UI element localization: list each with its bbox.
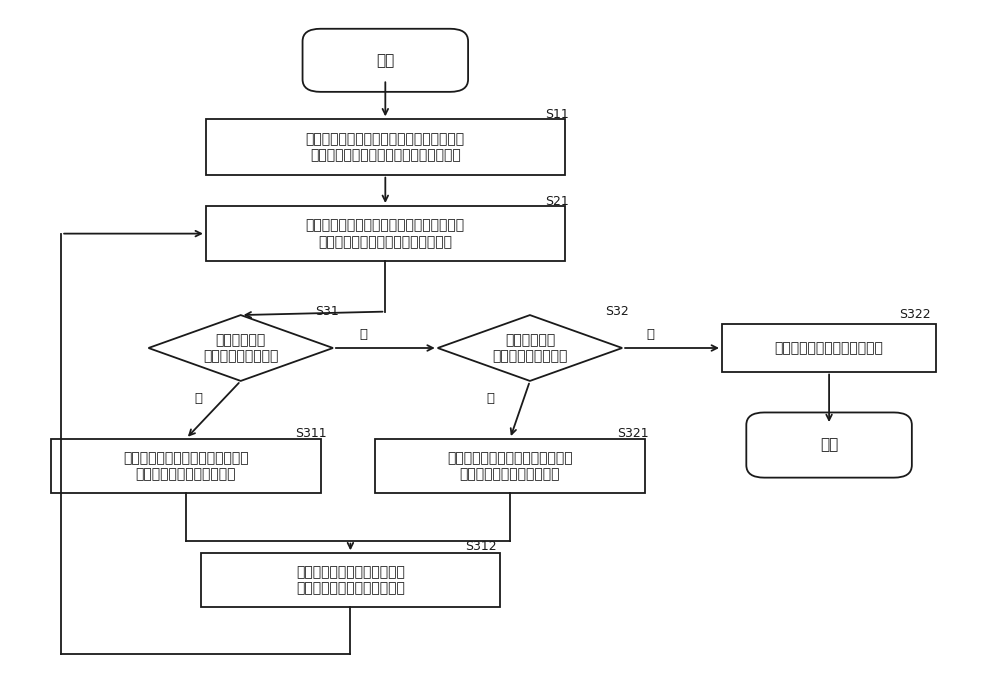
FancyBboxPatch shape bbox=[746, 413, 912, 477]
Bar bbox=[206, 119, 565, 175]
Text: S11: S11 bbox=[545, 108, 569, 121]
Text: S321: S321 bbox=[617, 427, 648, 440]
Bar bbox=[206, 206, 565, 261]
Polygon shape bbox=[148, 315, 333, 381]
Text: 是: 是 bbox=[195, 392, 203, 405]
Text: S312: S312 bbox=[465, 541, 497, 553]
Text: 基于吸气压力开关的通断信号，确定压缩机
的吸气压力落入的预设吸气压力区间: 基于吸气压力开关的通断信号，确定压缩机 的吸气压力落入的预设吸气压力区间 bbox=[306, 219, 465, 248]
Text: S21: S21 bbox=[545, 195, 569, 207]
Polygon shape bbox=[438, 315, 622, 381]
Text: 保持当前的压缩机的运行频率: 保持当前的压缩机的运行频率 bbox=[775, 341, 884, 355]
Bar bbox=[375, 438, 645, 493]
Text: 否: 否 bbox=[486, 392, 494, 405]
Text: S322: S322 bbox=[899, 308, 931, 322]
Text: 吸气压力落入
第一吸气压力区间？: 吸气压力落入 第一吸气压力区间？ bbox=[203, 333, 278, 363]
Text: 控制压缩机在第一预设时间段内以
第一升频速率升高运行频率: 控制压缩机在第一预设时间段内以 第一升频速率升高运行频率 bbox=[447, 451, 573, 481]
Bar bbox=[201, 553, 500, 608]
Text: 否: 否 bbox=[359, 328, 367, 340]
Bar bbox=[722, 324, 936, 372]
Text: 结束: 结束 bbox=[820, 438, 838, 452]
Text: S32: S32 bbox=[605, 305, 628, 318]
Text: S311: S311 bbox=[296, 427, 327, 440]
Text: 重新获取第一吸气压力开关和
第二吸气压力开关的通断信号: 重新获取第一吸气压力开关和 第二吸气压力开关的通断信号 bbox=[296, 565, 405, 595]
Text: 当制冷系统处于制冷模式时，获取第一吸气
压力开关和第二吸气压力开关的通断信号: 当制冷系统处于制冷模式时，获取第一吸气 压力开关和第二吸气压力开关的通断信号 bbox=[306, 132, 465, 162]
Text: 控制压缩机在第一预设时间段内以
第一降频速率降低运行频率: 控制压缩机在第一预设时间段内以 第一降频速率降低运行频率 bbox=[123, 451, 249, 481]
Bar bbox=[51, 438, 320, 493]
FancyBboxPatch shape bbox=[303, 29, 468, 92]
Text: 吸气压力落入
第二吸气压力区间？: 吸气压力落入 第二吸气压力区间？ bbox=[492, 333, 568, 363]
Text: 是: 是 bbox=[646, 328, 654, 340]
Text: S31: S31 bbox=[316, 305, 339, 318]
Text: 开始: 开始 bbox=[376, 53, 394, 68]
